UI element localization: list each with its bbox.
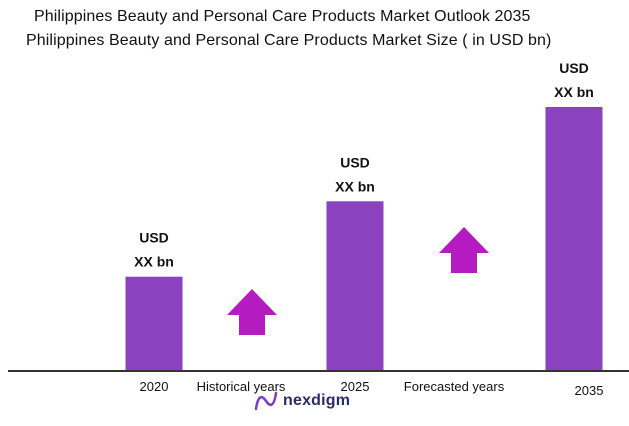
nexdigm-logo-icon <box>254 391 278 411</box>
bar-2020 <box>125 276 183 371</box>
x-tick-label-2020: 2020 <box>140 379 169 394</box>
data-label-2025-line1: USD <box>340 154 370 170</box>
data-label-2035-line2: XX bn <box>554 84 594 100</box>
up-arrow-icon <box>227 289 277 335</box>
bar-2025 <box>326 201 384 371</box>
x-tick-label-2025: 2025 <box>341 379 370 394</box>
data-label-2020-line2: XX bn <box>134 254 174 270</box>
chart-title: Philippines Beauty and Personal Care Pro… <box>34 8 531 25</box>
bar-2035 <box>545 107 603 371</box>
nexdigm-logo-text: nexdigm <box>283 392 351 409</box>
chart-subtitle: Philippines Beauty and Personal Care Pro… <box>26 32 552 49</box>
x-tick-label-2035: 2035 <box>575 383 604 398</box>
period-label-historical: Historical years <box>197 379 286 394</box>
up-arrow-icon <box>439 227 489 273</box>
data-label-2035-line1: USD <box>559 60 589 76</box>
data-label-2025-line2: XX bn <box>335 178 375 194</box>
period-label-forecasted: Forecasted years <box>404 379 505 394</box>
nexdigm-logo: nexdigm <box>254 391 350 411</box>
data-label-2020-line1: USD <box>139 230 169 246</box>
